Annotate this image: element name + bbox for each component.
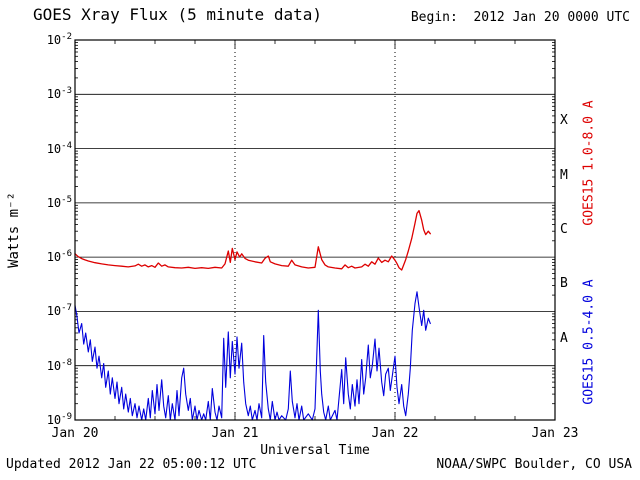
x-axis-tick-label: Jan 22 — [371, 426, 419, 441]
flare-class-label: A — [560, 330, 568, 346]
x-axis-tick-label: Jan 23 — [531, 426, 579, 441]
series-label-short-wavelength: GOES15 0.5-4.0 A — [581, 279, 597, 405]
updated-timestamp-label: Updated 2012 Jan 22 05:00:12 UTC — [6, 457, 257, 472]
y-axis-label: Watts m⁻² — [6, 192, 22, 268]
flare-class-label: C — [560, 222, 568, 237]
y-axis-tick-label: 10-9 — [46, 412, 72, 427]
y-axis-tick-label: 10-6 — [46, 249, 72, 265]
flare-class-label: X — [560, 113, 568, 129]
x-axis-tick-label: Jan 20 — [51, 426, 99, 441]
y-axis-tick-label: 10-2 — [46, 32, 72, 47]
series-label-long-wavelength: GOES15 1.0-8.0 A — [581, 100, 597, 226]
x-axis-label: Universal Time — [260, 443, 370, 458]
begin-timestamp-label: Begin: 2012 Jan 20 0000 UTC — [410, 10, 630, 25]
y-axis-tick-label: 10-4 — [46, 140, 72, 156]
y-axis-tick-label: 10-7 — [46, 303, 72, 319]
x-axis-tick-label: Jan 21 — [211, 426, 259, 441]
y-axis-tick-label: 10-3 — [46, 86, 72, 102]
series-line-short — [74, 291, 431, 421]
y-axis-tick-label: 10-5 — [46, 194, 72, 210]
y-axis-tick-label: 10-8 — [46, 357, 72, 373]
credit-label: NOAA/SWPC Boulder, CO USA — [436, 457, 632, 472]
flare-class-label: M — [560, 167, 568, 183]
chart-title: GOES Xray Flux (5 minute data) — [33, 5, 322, 24]
flare-class-label: B — [560, 276, 568, 292]
series-line-long — [74, 209, 431, 271]
